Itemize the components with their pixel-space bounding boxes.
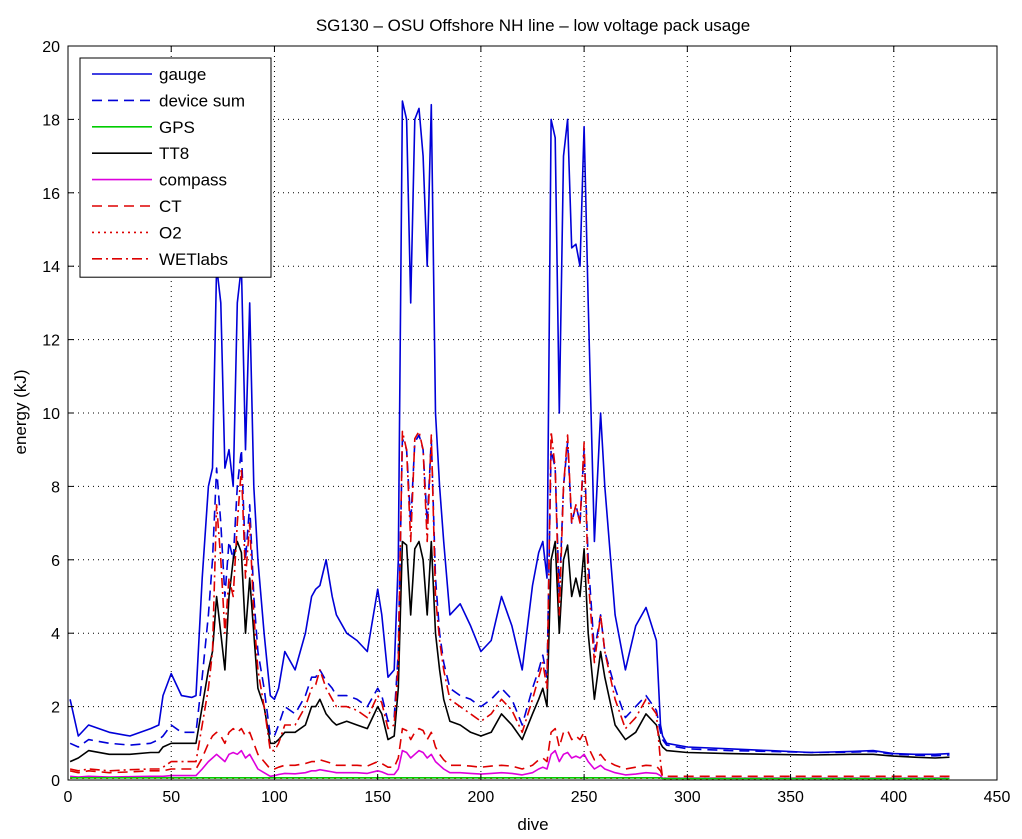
legend-label: compass (159, 171, 227, 190)
y-tick-label: 6 (51, 553, 60, 570)
y-axis-label: energy (kJ) (11, 369, 30, 454)
x-tick-label: 200 (468, 789, 495, 806)
legend-label: TT8 (159, 144, 189, 163)
y-tick-label: 4 (51, 626, 60, 643)
y-tick-label: 18 (42, 112, 60, 129)
legend: gauge device sum GPS TT8 compass CT O2 WETlabs (79, 57, 272, 278)
plot-lines (69, 100, 950, 781)
y-tick-label: 8 (51, 479, 60, 496)
y-tick-label: 2 (51, 700, 60, 717)
legend-label: gauge (159, 65, 206, 84)
y-tick-label: 20 (42, 39, 60, 56)
series-line-tt8 (69, 540, 950, 763)
series-line-gps (70, 776, 950, 780)
x-axis-label: dive (517, 815, 548, 834)
y-tick-label: 10 (42, 406, 60, 423)
x-tick-label: 350 (777, 789, 804, 806)
series-line-wetlabs (69, 430, 950, 780)
legend-label: device sum (159, 91, 245, 110)
axis-ticks: 0 50 100 150 200 250 300 350 400 450 0 2 4 6 8 10 12 14 16… (42, 39, 1010, 806)
series-line-gauge (69, 100, 950, 756)
x-tick-label: 100 (261, 789, 288, 806)
legend-label: CT (159, 197, 182, 216)
y-tick-label: 0 (51, 773, 60, 790)
y-tick-label: 14 (42, 259, 60, 276)
x-tick-label: 450 (984, 789, 1011, 806)
chart-title: SG130 – OSU Offshore NH line – low volta… (316, 16, 750, 35)
legend-label: GPS (159, 118, 195, 137)
x-tick-label: 250 (571, 789, 598, 806)
legend-label: O2 (159, 223, 182, 242)
x-tick-label: 0 (64, 789, 73, 806)
x-tick-label: 50 (162, 789, 180, 806)
x-tick-label: 150 (364, 789, 391, 806)
legend-label: WETlabs (159, 250, 228, 269)
y-tick-label: 16 (42, 186, 60, 203)
series-line-compass (70, 749, 950, 780)
legend-box (79, 57, 272, 278)
x-tick-label: 300 (674, 789, 701, 806)
x-tick-label: 400 (880, 789, 907, 806)
y-tick-label: 12 (42, 333, 60, 350)
series-line-ct (69, 727, 950, 778)
